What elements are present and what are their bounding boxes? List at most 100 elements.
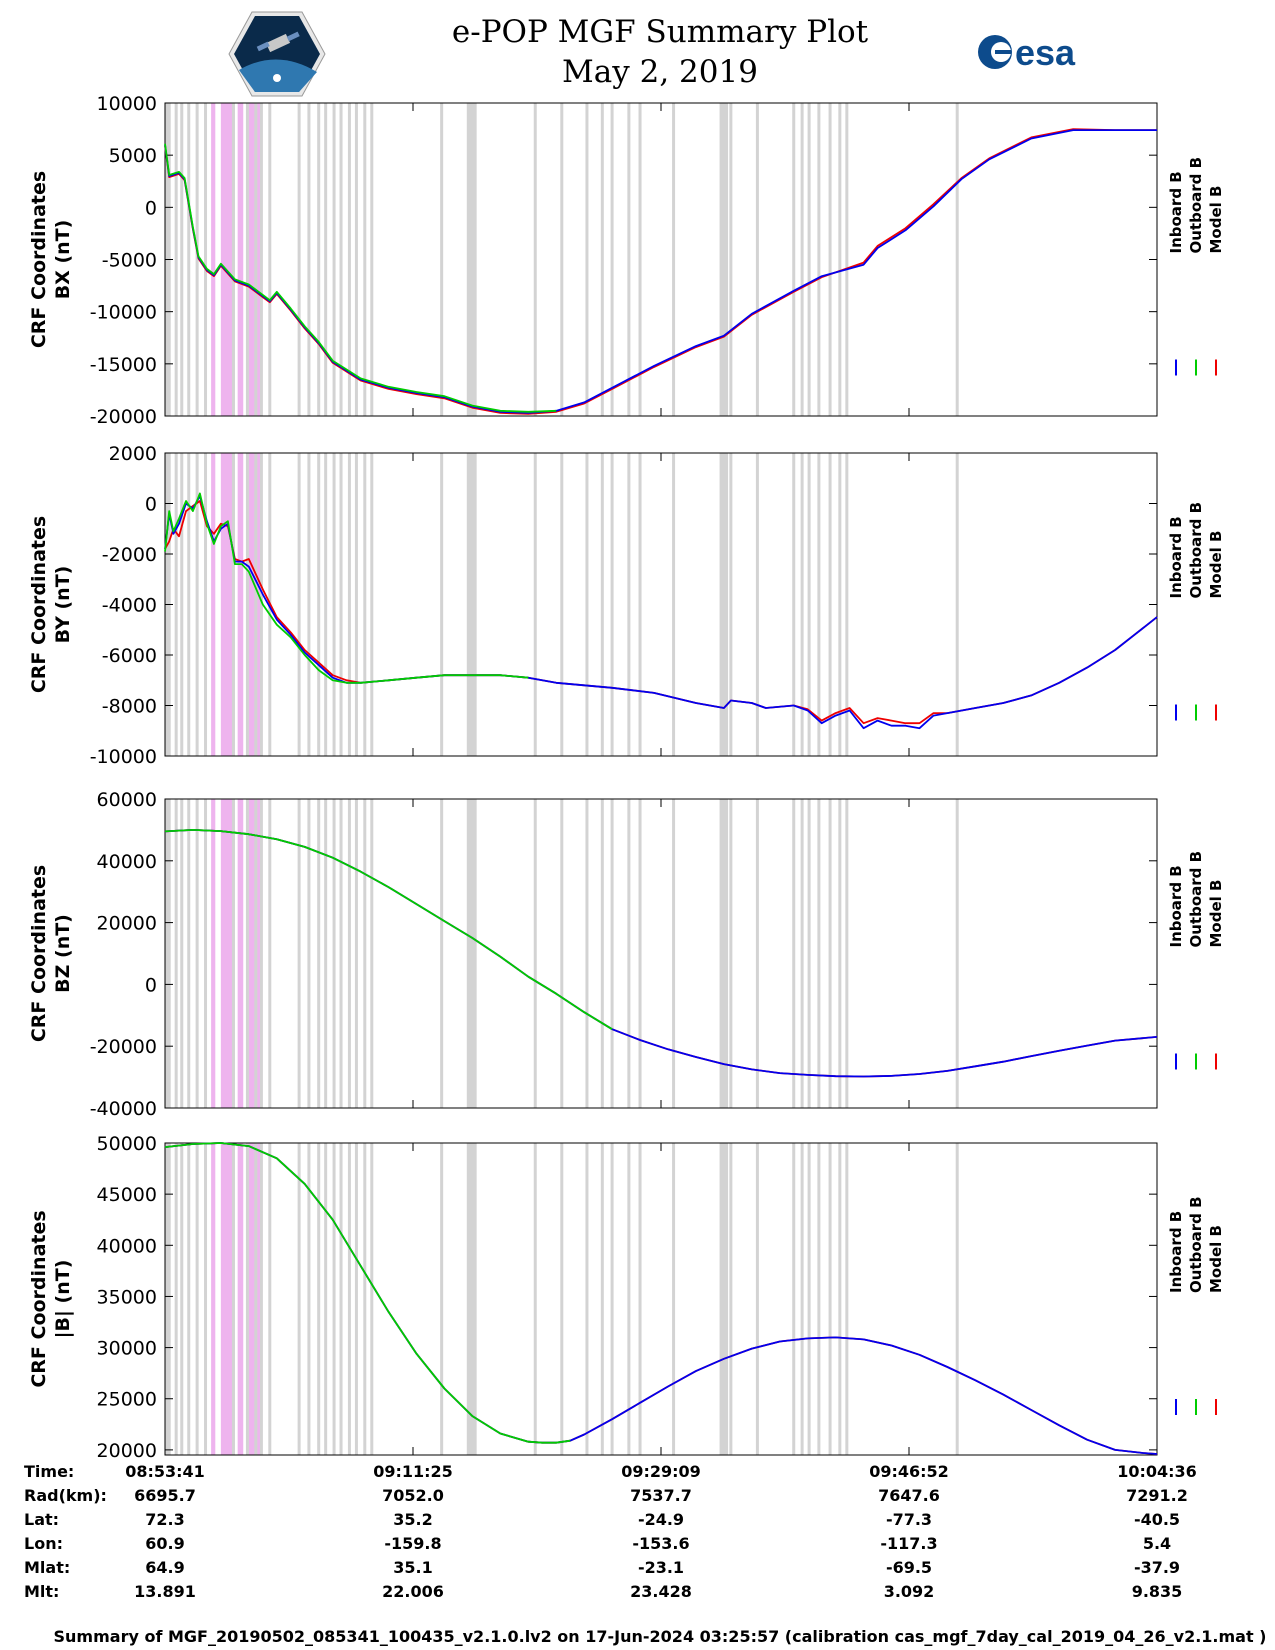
outboard-b-line [164, 1142, 571, 1444]
y-tick-label: -6000 [102, 645, 157, 667]
y-tick-label: 25000 [97, 1389, 157, 1411]
data-gap-marker [268, 799, 272, 1108]
data-gap-marker [354, 799, 358, 1108]
maneuver-band [220, 103, 233, 416]
data-gap-marker [755, 103, 759, 416]
info-row-label: Mlt: [24, 1582, 60, 1601]
data-gap-marker [259, 1143, 263, 1455]
y-tick-label: 10000 [97, 93, 157, 115]
data-gap-marker [245, 799, 249, 1108]
y-tick-label: 40000 [97, 851, 157, 873]
data-gap-marker [807, 453, 811, 756]
data-gap-marker [533, 799, 537, 1108]
file-summary-footer: Summary of MGF_20190502_085341_100435_v2… [53, 1627, 1267, 1646]
data-gap-marker [828, 103, 832, 416]
data-gap-marker [800, 1143, 804, 1455]
data-gap-marker [610, 1143, 614, 1455]
info-value: 22.006 [382, 1582, 444, 1601]
cassiope-logo-icon [228, 11, 326, 97]
model-b-line [164, 1142, 1158, 1455]
data-gap-marker [354, 1143, 358, 1455]
y-axis-label-line1: CRF Coordinates [28, 865, 50, 1042]
data-gap-marker [560, 799, 564, 1108]
data-gap-marker [180, 103, 184, 416]
data-gap-marker [332, 453, 336, 756]
maneuver-band [211, 1143, 216, 1455]
y-axis-label: CRF Coordinates BY (nT) [28, 516, 74, 693]
info-value: 72.3 [145, 1510, 185, 1529]
inboard-b-line [164, 129, 1157, 414]
data-gap-marker [363, 453, 367, 756]
info-value: -77.3 [885, 1510, 933, 1529]
panel-1: 10000 5000 0 -5000 -10000 -15000 -20000 CRF Coo… [28, 93, 1225, 428]
info-row-label: Mlat: [24, 1558, 71, 1577]
data-gap-marker [792, 453, 796, 756]
inboard-b-line [164, 1142, 1158, 1455]
info-row: Mlat: 64.9 35.1 -23.1 -69.5 -37.9 [0, 1558, 1275, 1582]
data-gap-marker [468, 103, 472, 416]
axes-frame [164, 798, 1158, 1109]
data-gap-marker [324, 799, 328, 1108]
info-row: Rad(km): 6695.7 7052.0 7537.7 7647.6 7291.2 [0, 1486, 1275, 1510]
data-gap-marker [800, 103, 804, 416]
data-gap-marker [838, 453, 842, 756]
data-gap-marker [187, 103, 191, 416]
legend-label: Inboard B [1167, 1211, 1185, 1293]
info-value: -69.5 [885, 1558, 933, 1577]
panel-3: 60000 40000 20000 0 -20000 -40000 CRF Coordina… [28, 789, 1225, 1120]
data-gap-marker [324, 103, 328, 416]
inboard-b-line [164, 494, 1158, 730]
info-value: 08:53:41 [125, 1462, 205, 1481]
data-gap-marker [363, 799, 367, 1108]
data-gap-marker [817, 453, 821, 756]
axes-frame [164, 452, 1158, 757]
data-gap-marker [259, 799, 263, 1108]
data-gap-band [165, 799, 170, 1108]
legend-label: Outboard B [1187, 1196, 1205, 1293]
data-gap-marker [231, 1143, 235, 1455]
data-gap-marker [845, 799, 849, 1108]
info-value: 3.092 [883, 1582, 935, 1601]
data-gap-marker [363, 103, 367, 416]
data-gap-marker [627, 453, 631, 756]
outboard-b-line [164, 143, 557, 413]
data-gap-marker [180, 453, 184, 756]
data-gap-marker [473, 1143, 477, 1455]
data-gap-marker [339, 799, 343, 1108]
legend-label: Outboard B [1187, 851, 1205, 948]
outboard-b-line [164, 829, 613, 1030]
data-gap-marker [174, 1143, 178, 1455]
y-tick-label: 35000 [97, 1286, 157, 1308]
plot-title: e-POP MGF Summary Plot [451, 14, 869, 50]
data-gap-marker [440, 799, 444, 1108]
info-value: 09:29:09 [621, 1462, 701, 1481]
data-gap-marker [828, 1143, 832, 1455]
data-gap-marker [473, 799, 477, 1108]
data-gap-marker [339, 103, 343, 416]
info-value: 9.835 [1131, 1582, 1183, 1601]
y-tick-label: -15000 [90, 354, 157, 376]
data-gap-marker [838, 103, 842, 416]
maneuver-band [237, 799, 244, 1108]
data-gap-marker [817, 1143, 821, 1455]
data-gap-marker [187, 453, 191, 756]
data-gap-marker [828, 453, 832, 756]
data-gap-marker [339, 453, 343, 756]
info-value: 35.2 [393, 1510, 433, 1529]
maneuver-band [237, 103, 244, 416]
info-value: -37.9 [1133, 1558, 1181, 1577]
data-gap-marker [672, 1143, 676, 1455]
data-gap-marker [755, 453, 759, 756]
panel-4: 50000 45000 40000 35000 30000 25000 20000 CRF C… [28, 1133, 1225, 1460]
data-gap-marker [955, 1143, 959, 1455]
data-gap-marker [845, 103, 849, 416]
data-gap-band [721, 453, 729, 756]
data-gap-marker [533, 1143, 537, 1455]
data-gap-marker [231, 453, 235, 756]
info-value: 5.4 [1142, 1534, 1172, 1553]
info-value: 09:11:25 [373, 1462, 453, 1481]
y-tick-label: -5000 [102, 250, 157, 272]
data-gap-marker [254, 103, 258, 416]
legend-label: Inboard B [1167, 865, 1185, 947]
